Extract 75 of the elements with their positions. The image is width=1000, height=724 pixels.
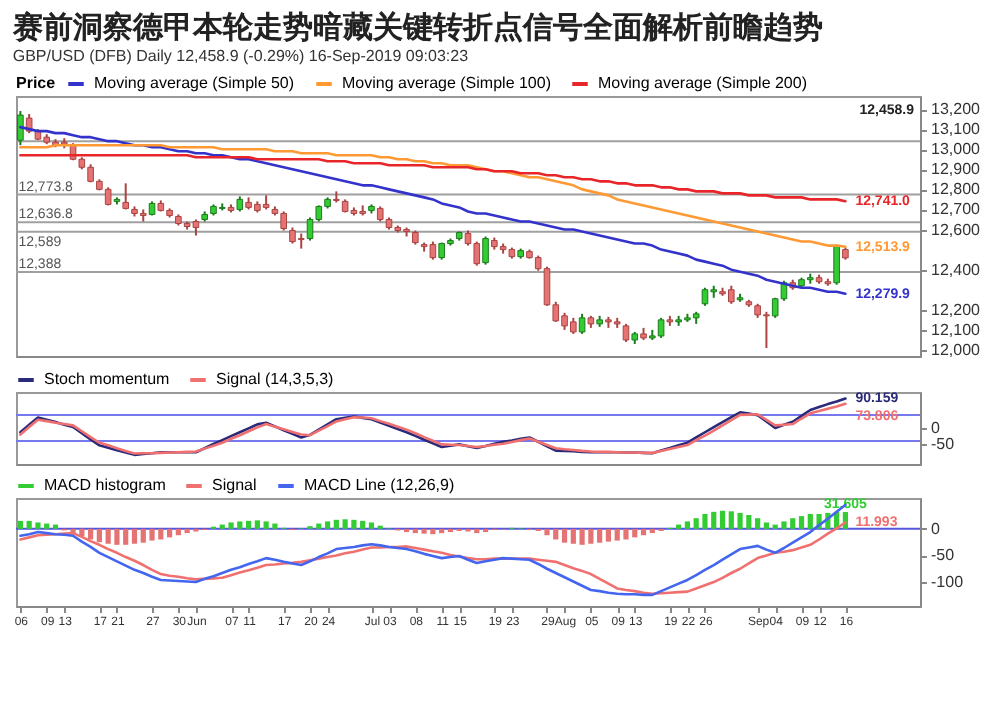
bar bbox=[131, 528, 138, 544]
bar bbox=[421, 528, 427, 534]
candlestick bbox=[482, 235, 489, 266]
legend-label: Signal bbox=[212, 476, 257, 494]
candlestick bbox=[17, 110, 24, 147]
bar bbox=[96, 528, 102, 543]
bar bbox=[114, 528, 120, 545]
line-series bbox=[19, 153, 847, 203]
line-series bbox=[19, 143, 847, 249]
line-series bbox=[19, 521, 847, 596]
bar bbox=[35, 522, 41, 529]
candlestick bbox=[578, 312, 586, 335]
bar bbox=[175, 528, 181, 536]
y-tick-label: 0 bbox=[931, 519, 941, 538]
bar bbox=[702, 513, 708, 529]
bar bbox=[763, 522, 770, 529]
candlestick bbox=[657, 316, 665, 339]
bar bbox=[579, 528, 585, 545]
y-tick-label: 13,000 bbox=[931, 140, 982, 159]
candlestick bbox=[122, 182, 130, 211]
bar bbox=[351, 519, 357, 529]
legend-title: Price bbox=[16, 74, 57, 92]
bar bbox=[17, 520, 23, 529]
bar bbox=[439, 528, 445, 534]
candlestick bbox=[833, 243, 840, 286]
bar bbox=[254, 520, 260, 529]
candlestick bbox=[429, 240, 437, 261]
bar bbox=[737, 512, 743, 529]
legend-label: Moving average (Simple 100) bbox=[342, 74, 552, 92]
bar bbox=[781, 521, 787, 529]
y-tick-label: 12,200 bbox=[931, 300, 982, 319]
y-tick-label: 12,900 bbox=[931, 160, 982, 179]
bar bbox=[544, 528, 550, 536]
legend-label: Signal (14,3,5,3) bbox=[216, 370, 335, 388]
bar bbox=[368, 522, 375, 529]
y-tick-label: -50 bbox=[931, 435, 956, 454]
bar bbox=[640, 528, 647, 536]
candlestick bbox=[701, 286, 709, 307]
bar bbox=[324, 521, 331, 529]
candlestick bbox=[473, 240, 481, 267]
chart-title: 赛前洞察德甲本轮走势暗藏关键转折点信号全面解析前瞻趋势 bbox=[10, 9, 823, 45]
legend-label: Moving average (Simple 200) bbox=[598, 74, 808, 92]
y-tick-label: 12,800 bbox=[931, 180, 982, 199]
bar bbox=[605, 528, 612, 542]
y-tick-label: 12,700 bbox=[931, 200, 982, 219]
bar bbox=[166, 528, 173, 538]
bar bbox=[228, 522, 234, 529]
y-tick-label: 12,000 bbox=[931, 340, 982, 359]
bar bbox=[245, 520, 252, 529]
bar bbox=[333, 519, 339, 529]
y-tick-label: 12,100 bbox=[931, 320, 982, 339]
bar bbox=[684, 521, 691, 529]
legend-label: Stoch momentum bbox=[44, 370, 171, 388]
bar bbox=[88, 528, 94, 540]
y-tick-label: -100 bbox=[931, 573, 965, 592]
bar bbox=[412, 528, 418, 534]
bar bbox=[561, 528, 568, 543]
bar bbox=[149, 528, 155, 541]
bar bbox=[719, 510, 726, 529]
bar bbox=[597, 528, 603, 543]
candlestick bbox=[622, 322, 630, 343]
legend-label: MACD histogram bbox=[44, 476, 167, 494]
bar bbox=[272, 523, 278, 529]
y-tick-label: 12,600 bbox=[931, 220, 982, 239]
y-tick-label: 12,400 bbox=[931, 260, 982, 279]
legend-label: MACD Line (12,26,9) bbox=[304, 476, 455, 494]
y-tick-label: 13,100 bbox=[931, 120, 982, 139]
legend-label: Moving average (Simple 50) bbox=[94, 74, 295, 92]
y-tick-label: -50 bbox=[931, 546, 956, 565]
chart-subtitle: GBP/USD (DFB) Daily 12,458.9 (-0.29%) 16-Sep-2019 09:03:23 bbox=[12, 47, 470, 65]
bar bbox=[755, 518, 761, 529]
bar bbox=[623, 528, 629, 540]
y-tick-label: 13,200 bbox=[931, 100, 982, 119]
bar bbox=[798, 516, 805, 529]
y-tick-label: 0 bbox=[931, 419, 941, 437]
